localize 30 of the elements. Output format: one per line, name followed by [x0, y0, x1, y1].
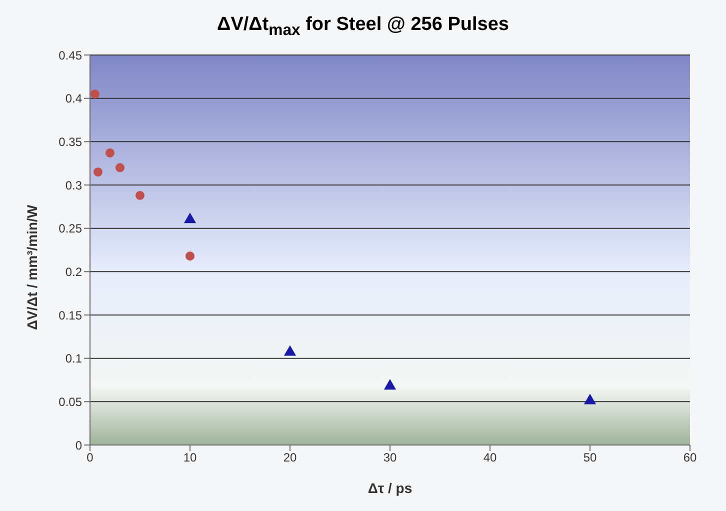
point: [384, 379, 396, 390]
x-tick-label: 50: [583, 450, 597, 465]
point: [90, 89, 100, 99]
x-tick-label: 30: [383, 450, 397, 465]
point: [135, 190, 145, 200]
point: [284, 345, 296, 356]
y-tick-label: 0.05: [58, 394, 82, 409]
x-tick-label: 60: [683, 450, 697, 465]
y-tick-label: 0.45: [58, 48, 82, 62]
x-axis-title: Δτ / ps: [368, 480, 412, 496]
point: [184, 212, 196, 224]
y-tick-label: 0.25: [58, 222, 82, 236]
x-tick-label: 40: [483, 450, 497, 465]
y-tick-label: 0.2: [65, 264, 82, 279]
x-tick-label: 10: [183, 450, 197, 465]
x-tick-label: 20: [283, 450, 297, 465]
chart-title: ΔV/Δt$_{max}$ for Steel @ 256 Pulses: [216, 14, 510, 40]
y-tick-label: 0.1: [65, 352, 82, 366]
y-tick-label: 0.15: [58, 308, 82, 322]
point: [185, 252, 195, 261]
y-tick-label: 0.4: [65, 92, 82, 106]
y-axis-title: ΔV/Δt / mm³/min/W: [24, 204, 40, 330]
y-tick-label: 0: [75, 438, 82, 452]
point: [105, 148, 115, 158]
point: [93, 167, 103, 177]
point: [115, 163, 125, 172]
y-tick-label: 0.35: [58, 134, 82, 149]
point: [584, 394, 596, 404]
x-tick-label: 0: [86, 450, 94, 465]
y-tick-label: 0.3: [65, 178, 82, 192]
